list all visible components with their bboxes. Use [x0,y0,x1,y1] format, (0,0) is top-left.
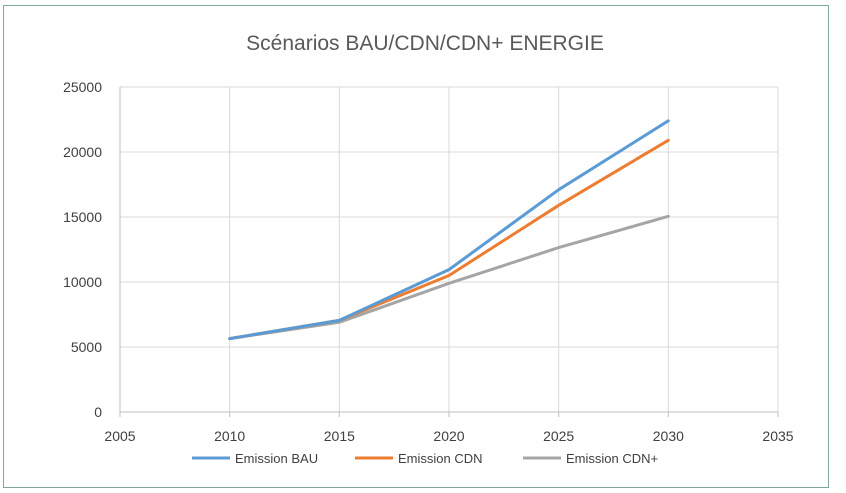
chart-frame [3,5,829,488]
y-tick-label: 0 [94,404,102,420]
chart-title: Scénarios BAU/CDN/CDN+ ENERGIE [246,32,604,55]
series-lines [228,119,670,341]
x-tick-label: 2035 [762,428,793,444]
legend-label: Emission CDN+ [566,451,658,466]
legend: Emission BAU Emission CDN Emission CDN+ [192,451,658,466]
x-tick-label: 2030 [653,428,684,444]
legend-label: Emission CDN [398,451,483,466]
x-tick-label: 2015 [324,428,355,444]
y-tick-label: 15000 [63,209,102,225]
x-tick-label: 2020 [433,428,464,444]
x-axis-ticks: 2005 2010 2015 2020 2025 2030 2035 [104,428,793,444]
y-tick-label: 20000 [63,144,102,160]
y-tick-label: 25000 [63,79,102,95]
x-tick-label: 2010 [214,428,245,444]
series-line-0 [228,119,670,341]
x-tick-label: 2025 [543,428,574,444]
y-axis-ticks: 0 5000 10000 15000 20000 25000 [63,79,102,420]
gridlines [120,86,779,412]
x-tick-label: 2005 [104,428,135,444]
axes [119,87,779,417]
legend-label: Emission BAU [235,451,318,466]
y-tick-label: 5000 [71,339,102,355]
y-tick-label: 10000 [63,274,102,290]
